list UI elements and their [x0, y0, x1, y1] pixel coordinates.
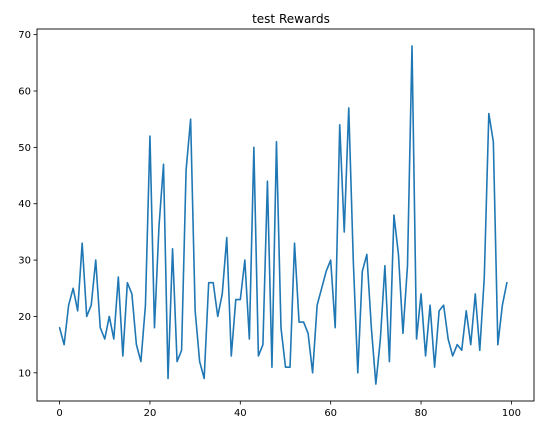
- y-tick-label: 50: [18, 143, 31, 154]
- x-tick-label: 100: [502, 408, 521, 419]
- x-tick-label: 0: [56, 408, 62, 419]
- y-tick-label: 20: [18, 312, 31, 323]
- series-line: [58, 45, 508, 385]
- y-axis: 10 20 30 40 50 60 70: [18, 30, 37, 379]
- y-tick-label: 10: [18, 368, 31, 379]
- x-tick-label: 20: [144, 408, 157, 419]
- x-tick-label: 60: [324, 408, 337, 419]
- y-tick-label: 30: [18, 256, 31, 267]
- x-tick-label: 40: [234, 408, 247, 419]
- y-tick-label: 40: [18, 199, 31, 210]
- chart-title: test Rewards: [252, 12, 330, 26]
- y-tick-label: 60: [18, 87, 31, 98]
- x-tick-label: 80: [415, 408, 428, 419]
- axes-frame: [36, 28, 535, 402]
- x-axis: 0 20 40 60 80 100: [56, 401, 521, 419]
- plot-area: [58, 45, 508, 385]
- y-tick-label: 70: [18, 30, 31, 41]
